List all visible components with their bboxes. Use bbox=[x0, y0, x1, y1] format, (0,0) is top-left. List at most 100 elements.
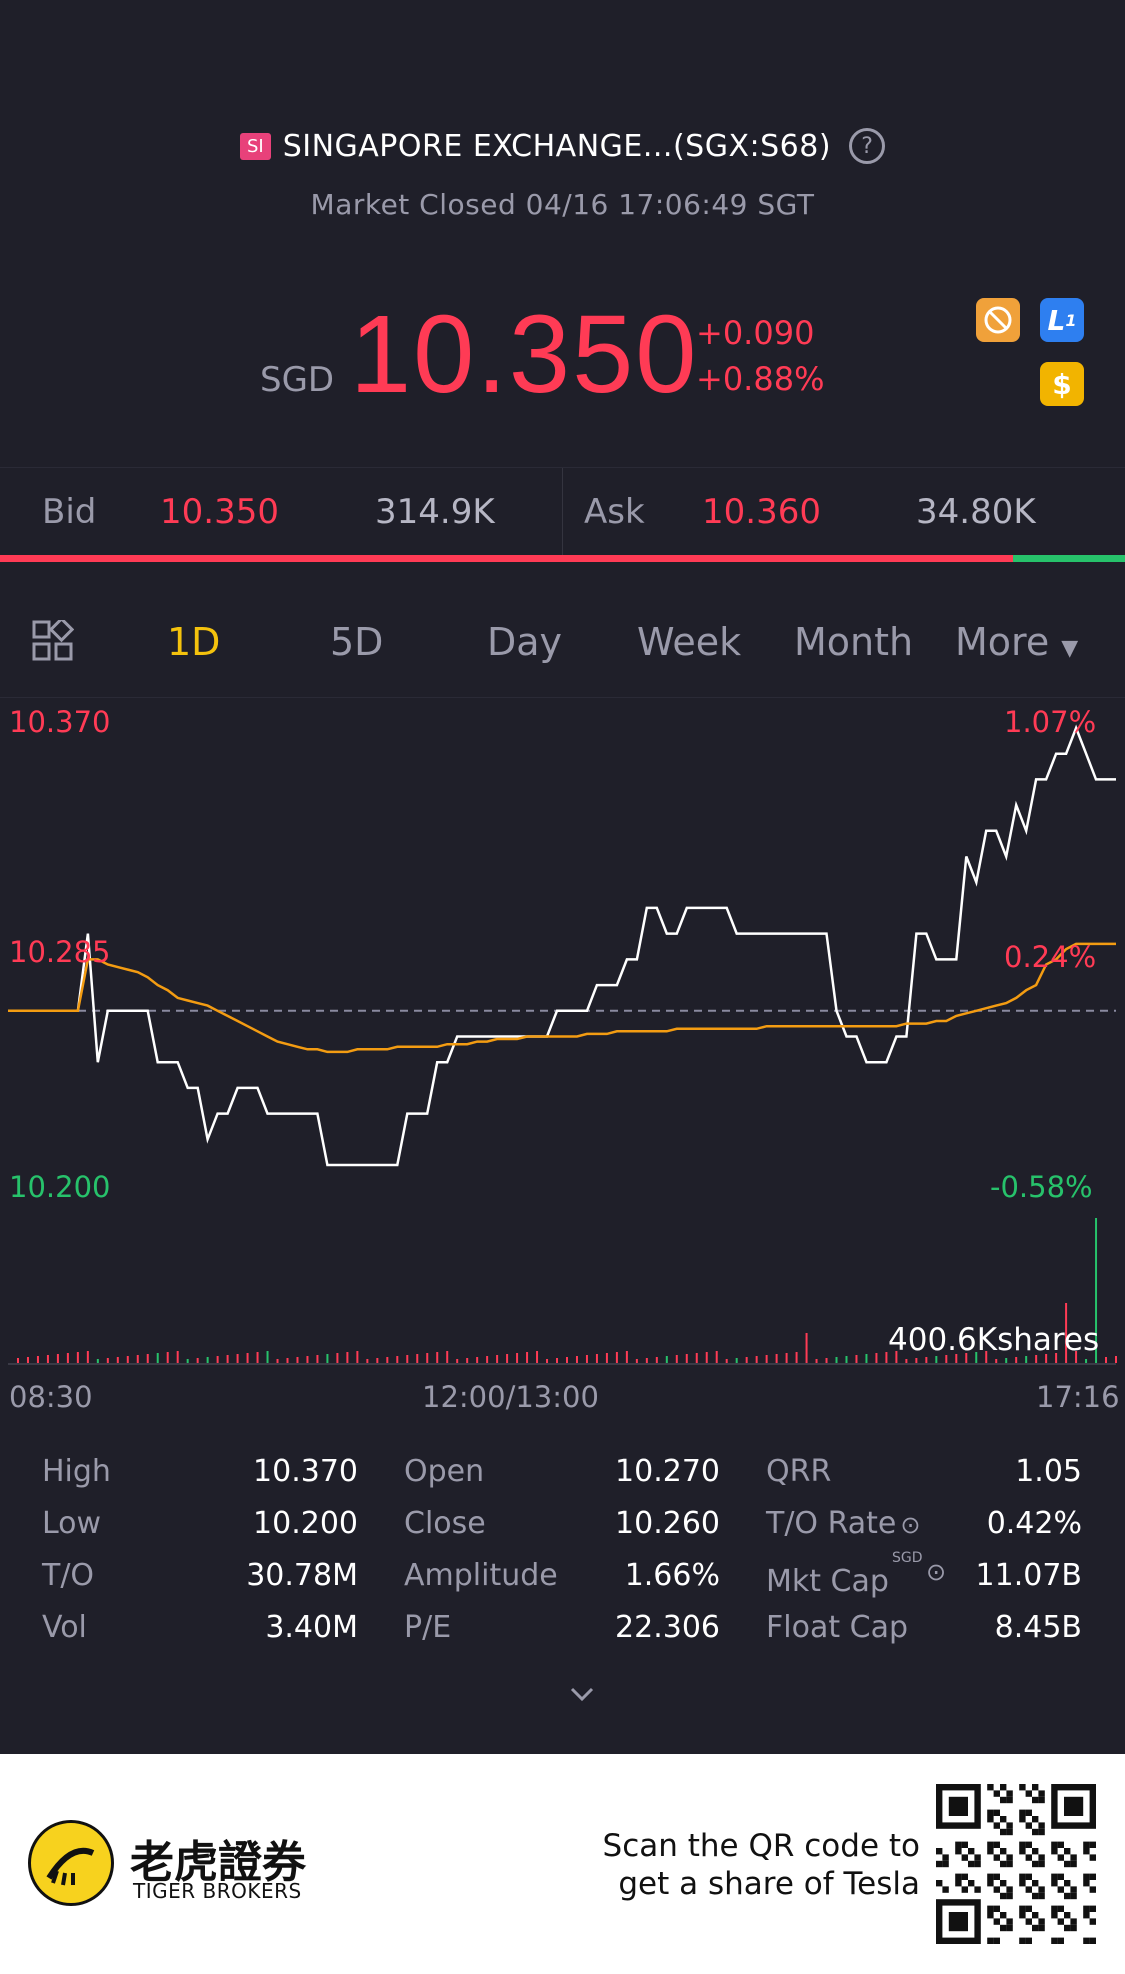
volume-bar bbox=[975, 1352, 978, 1363]
qr-module bbox=[1006, 1790, 1013, 1797]
tab-5d[interactable]: 5D bbox=[330, 620, 384, 664]
stat-close: Close 10.260 bbox=[404, 1506, 720, 1541]
qr-module bbox=[1019, 1905, 1026, 1912]
qr-module bbox=[1038, 1860, 1045, 1868]
volume-bar bbox=[735, 1358, 738, 1363]
qr-module bbox=[1025, 1905, 1032, 1912]
stat-pe-value: 22.306 bbox=[615, 1610, 720, 1645]
qr-module bbox=[1019, 1937, 1026, 1944]
qr-module bbox=[1038, 1854, 1045, 1861]
volume-bar bbox=[685, 1354, 688, 1363]
qr-module bbox=[955, 1873, 962, 1880]
qr-module bbox=[1051, 1880, 1058, 1887]
qr-module bbox=[961, 1841, 968, 1848]
qr-module bbox=[1025, 1886, 1032, 1893]
pct-label-low: -0.58% bbox=[990, 1170, 1093, 1204]
volume-bar bbox=[336, 1353, 339, 1363]
qr-module bbox=[1032, 1816, 1039, 1823]
qr-module bbox=[1019, 1873, 1026, 1880]
qr-module bbox=[1000, 1828, 1007, 1836]
no-short-icon[interactable] bbox=[976, 298, 1020, 342]
volume-bar bbox=[915, 1358, 918, 1363]
volume-bar bbox=[785, 1353, 788, 1363]
market-badge: SI bbox=[239, 132, 271, 160]
volume-bar bbox=[795, 1352, 798, 1363]
tab-week[interactable]: Week bbox=[637, 620, 742, 664]
stat-pe-label: P/E bbox=[404, 1610, 452, 1645]
qr-module bbox=[1064, 1892, 1071, 1900]
qr-module bbox=[1019, 1784, 1026, 1791]
pct-label-high: 1.07% bbox=[1004, 705, 1097, 739]
chevron-down-icon[interactable] bbox=[568, 1680, 596, 1708]
volume-bar bbox=[206, 1357, 209, 1363]
stat-qrr-label: QRR bbox=[766, 1454, 832, 1489]
volume-bar bbox=[266, 1351, 269, 1363]
qr-module bbox=[968, 1880, 975, 1887]
tab-month[interactable]: Month bbox=[794, 620, 914, 664]
qr-module bbox=[1006, 1892, 1013, 1900]
qr-module bbox=[1057, 1886, 1064, 1893]
promo-text-line2: get a share of Tesla bbox=[618, 1866, 920, 1902]
volume-bar bbox=[625, 1351, 628, 1363]
info-icon[interactable]: ⊙ bbox=[926, 1558, 947, 1586]
promo-text-line1: Scan the QR code to bbox=[602, 1828, 920, 1864]
qr-module bbox=[993, 1790, 1000, 1797]
volume-bar bbox=[605, 1353, 608, 1363]
volume-bar bbox=[96, 1359, 99, 1363]
volume-bar bbox=[226, 1355, 229, 1363]
volume-bar bbox=[46, 1355, 49, 1363]
volume-bar bbox=[665, 1356, 668, 1363]
volume-bar bbox=[565, 1357, 568, 1363]
tab-1d[interactable]: 1D bbox=[167, 620, 221, 664]
volume-bar bbox=[16, 1358, 19, 1363]
volume-bar bbox=[86, 1351, 89, 1363]
qr-module bbox=[1032, 1912, 1039, 1919]
volume-bar bbox=[1075, 1351, 1078, 1363]
volume-bar bbox=[466, 1358, 469, 1363]
volume-bar bbox=[246, 1353, 249, 1363]
qr-module bbox=[955, 1841, 962, 1848]
dollar-icon[interactable]: $ bbox=[1040, 362, 1084, 406]
question-circle-icon[interactable]: ? bbox=[849, 128, 886, 164]
volume-bar bbox=[645, 1358, 648, 1363]
chart-svg bbox=[8, 724, 1117, 1365]
volume-bar bbox=[1005, 1358, 1008, 1363]
volume-bar bbox=[386, 1357, 389, 1363]
qr-module bbox=[987, 1912, 994, 1919]
qr-module bbox=[1032, 1796, 1039, 1804]
qr-module bbox=[1032, 1784, 1039, 1791]
volume-bar bbox=[146, 1354, 149, 1363]
intraday-chart[interactable]: 10.370 10.285 10.200 1.07% 0.24% -0.58% … bbox=[0, 700, 1125, 1414]
qr-module bbox=[1025, 1854, 1032, 1861]
qr-module bbox=[993, 1854, 1000, 1861]
volume-bar bbox=[546, 1359, 549, 1363]
volume-bar bbox=[935, 1356, 938, 1363]
qr-module bbox=[1038, 1918, 1045, 1925]
volume-bar bbox=[306, 1356, 309, 1363]
volume-bar bbox=[1095, 1218, 1098, 1363]
qr-code[interactable] bbox=[936, 1784, 1096, 1944]
grid-icon[interactable] bbox=[32, 620, 74, 662]
qr-module bbox=[1000, 1796, 1007, 1804]
volume-bar bbox=[156, 1353, 159, 1363]
tab-day[interactable]: Day bbox=[487, 620, 563, 664]
bid-size: 314.9K bbox=[375, 492, 495, 532]
volume-bar bbox=[765, 1355, 768, 1363]
qr-module bbox=[987, 1784, 994, 1791]
logo-english-text: TIGER BROKERS bbox=[133, 1879, 302, 1903]
stat-amplitude-label: Amplitude bbox=[404, 1558, 558, 1593]
stat-open-value: 10.270 bbox=[615, 1454, 720, 1489]
tab-more[interactable]: More ▼ bbox=[955, 620, 1078, 664]
stat-turnover-label: T/O bbox=[42, 1558, 95, 1593]
stat-amplitude: Amplitude 1.66% bbox=[404, 1558, 720, 1593]
volume-bar bbox=[506, 1354, 509, 1363]
qr-module bbox=[1038, 1796, 1045, 1804]
volume-bar bbox=[396, 1356, 399, 1363]
info-icon[interactable]: ⊙ bbox=[900, 1511, 921, 1539]
qr-module bbox=[1051, 1905, 1058, 1912]
volume-bar bbox=[805, 1333, 808, 1363]
stat-open: Open 10.270 bbox=[404, 1454, 720, 1489]
qr-module bbox=[993, 1937, 1000, 1944]
qr-module bbox=[1051, 1937, 1058, 1944]
